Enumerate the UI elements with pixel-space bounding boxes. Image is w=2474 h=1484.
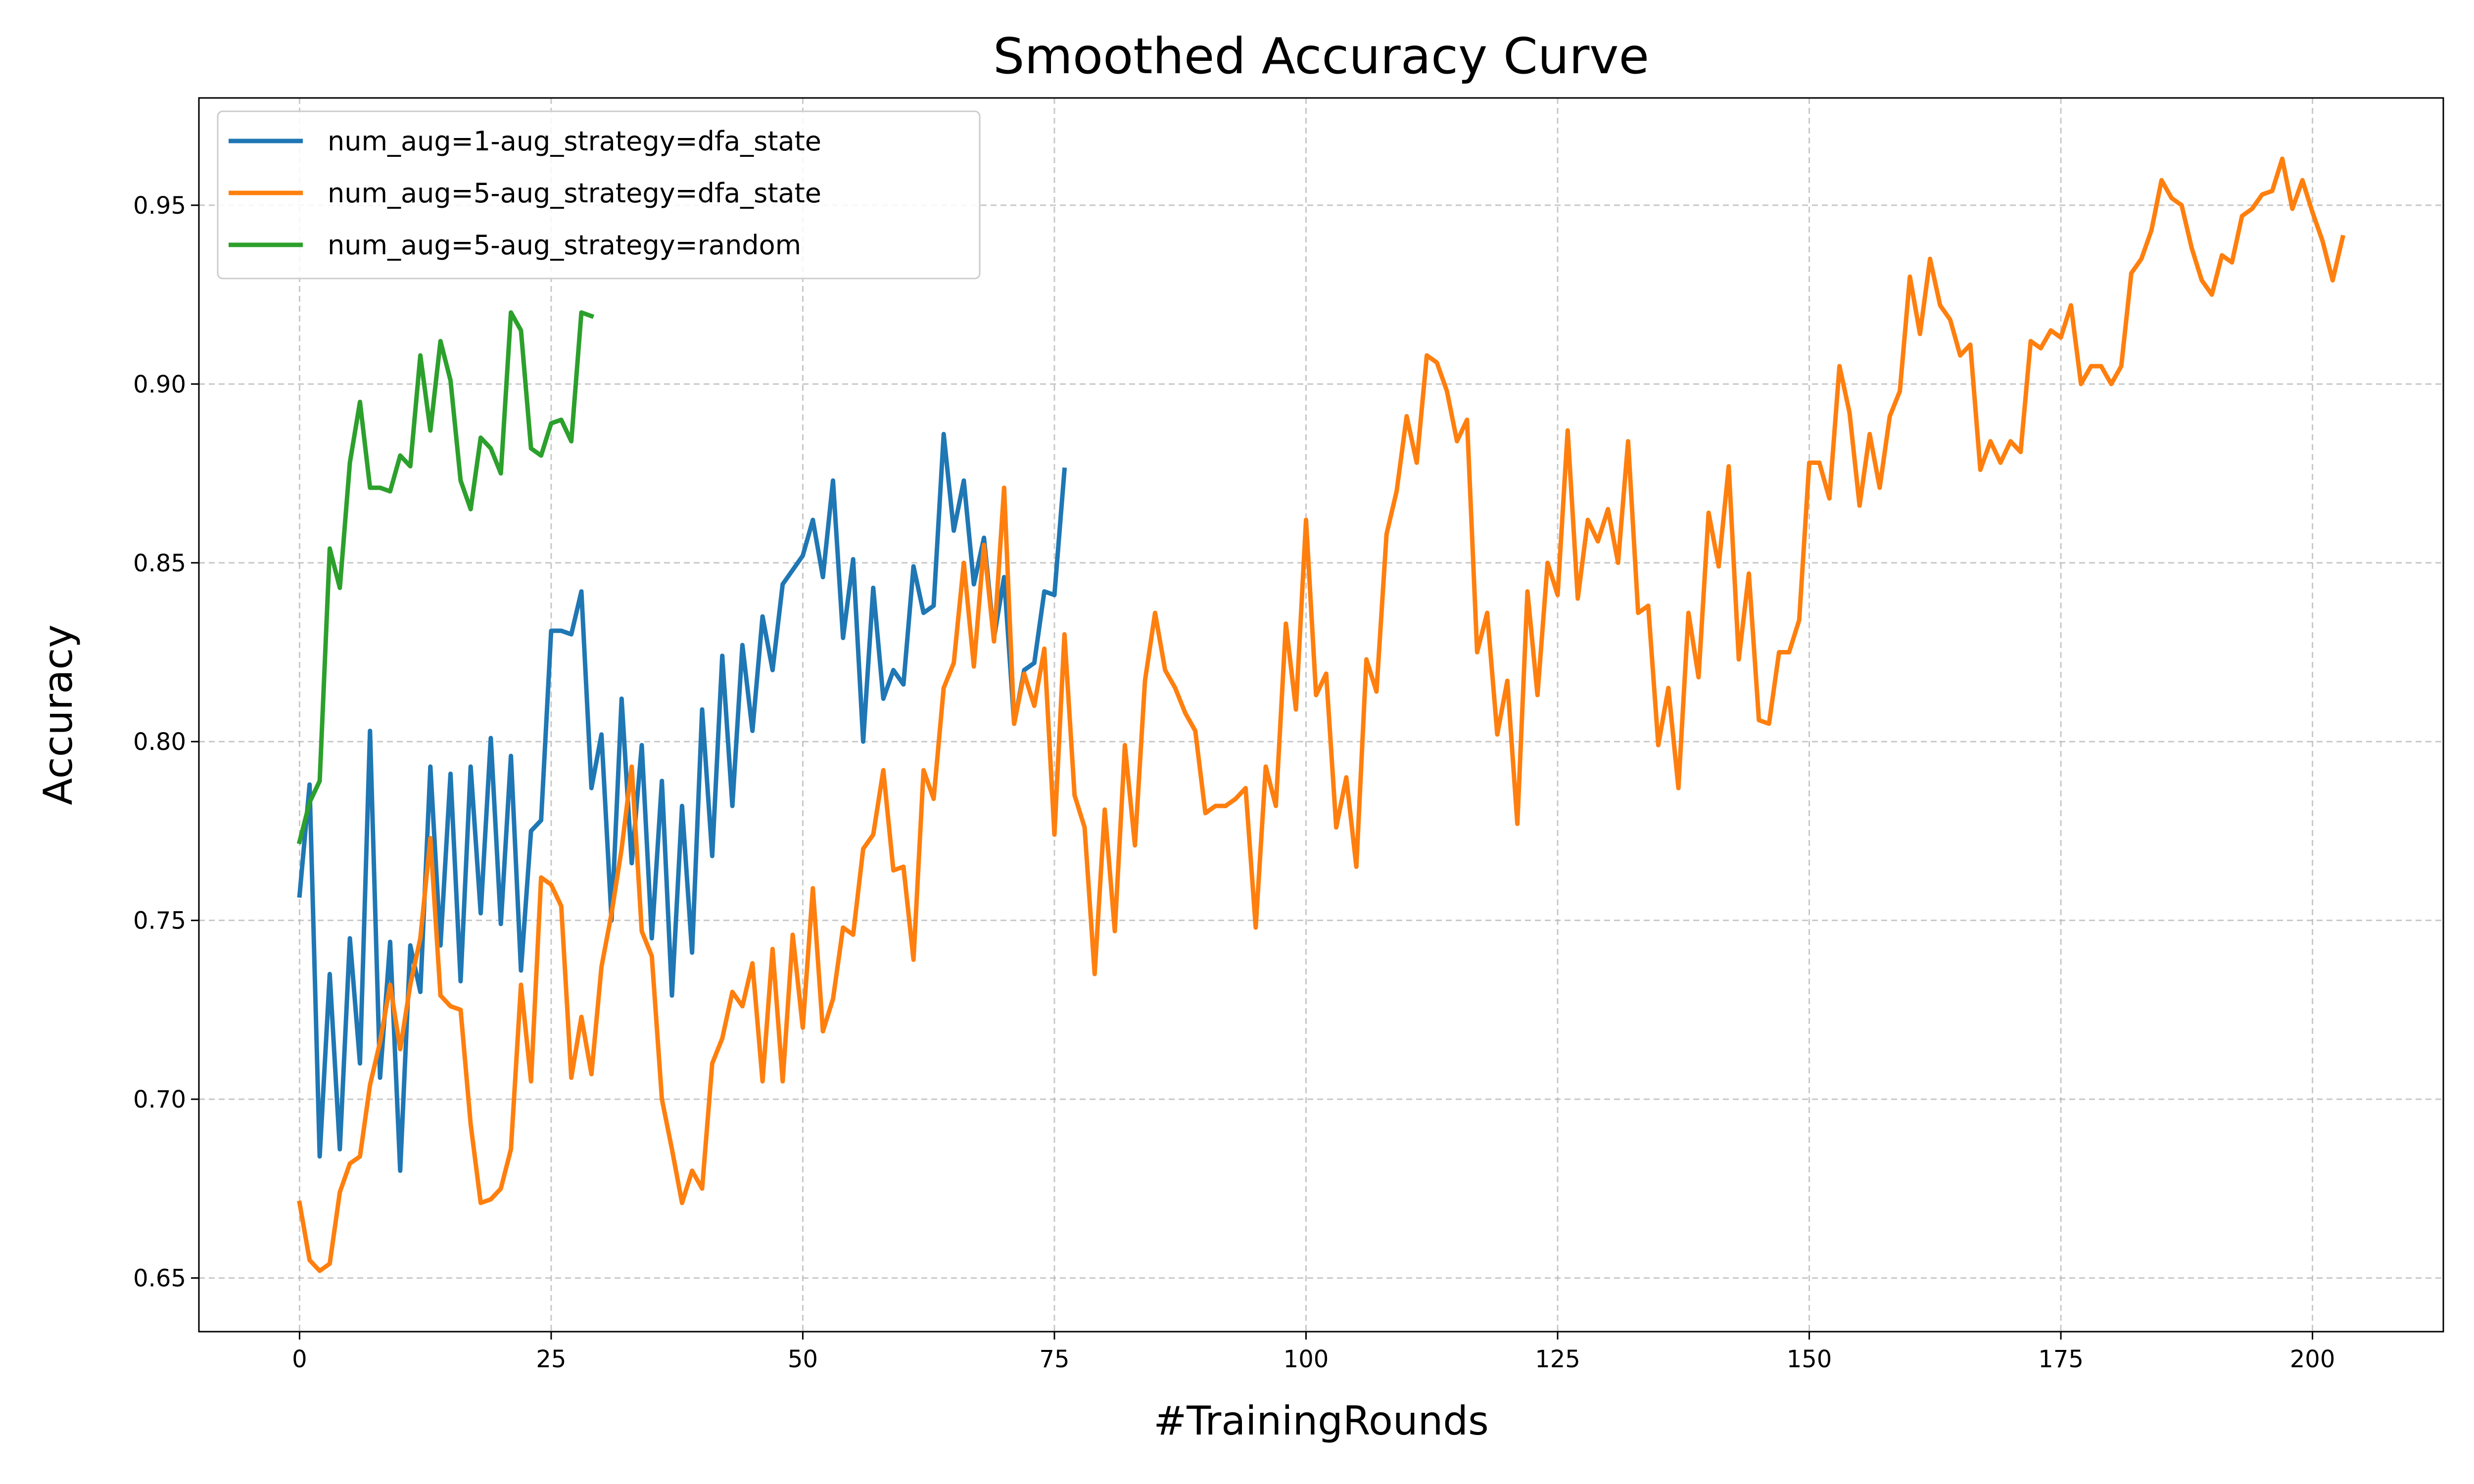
y-axis-title: Accuracy (35, 624, 81, 805)
series-line-1 (297, 432, 1067, 1173)
x-tick-label: 200 (2290, 1345, 2335, 1373)
x-tick-label: 150 (1787, 1345, 1832, 1373)
y-tick-label: 0.65 (133, 1265, 186, 1293)
x-axis-title: #TrainingRounds (1153, 1398, 1489, 1444)
x-tick-label: 50 (788, 1345, 818, 1373)
legend-entry: num_aug=1-aug_strategy=dfa_state (229, 126, 821, 157)
y-tick-label: 0.75 (133, 907, 186, 935)
legend-entry: num_aug=5-aug_strategy=dfa_state (229, 178, 821, 209)
series-line-3 (296, 310, 595, 845)
x-tick-label: 175 (2038, 1345, 2084, 1373)
series-lines (296, 156, 2346, 1273)
x-tick-label: 125 (1535, 1345, 1580, 1373)
legend-label: num_aug=5-aug_strategy=dfa_state (328, 178, 821, 209)
series-line-2 (297, 156, 2346, 1273)
plot-frame (198, 97, 2444, 1333)
legend-box (217, 110, 981, 279)
x-axis-ticks: 0 25 50 75 100 125 150 175 200 (292, 1332, 2335, 1373)
y-tick-label: 0.95 (133, 192, 186, 220)
y-tick-label: 0.90 (133, 371, 186, 398)
x-tick-label: 75 (1039, 1345, 1069, 1373)
legend-entry: num_aug=5-aug_strategy=random (229, 230, 801, 261)
y-tick-label: 0.70 (133, 1086, 186, 1113)
legend: num_aug=1-aug_strategy=dfa_state num_aug… (217, 110, 981, 279)
y-tick-label: 0.80 (133, 728, 186, 756)
grid-lines (199, 98, 2443, 1332)
legend-label: num_aug=1-aug_strategy=dfa_state (328, 126, 821, 157)
x-tick-label: 100 (1284, 1345, 1329, 1373)
legend-label: num_aug=5-aug_strategy=random (328, 230, 801, 261)
chart-title: Smoothed Accuracy Curve (993, 27, 1649, 85)
x-tick-label: 25 (536, 1345, 566, 1373)
y-tick-label: 0.85 (133, 550, 186, 577)
x-tick-label: 0 (292, 1345, 307, 1373)
y-axis-ticks: 0.65 0.70 0.75 0.80 0.85 0.90 0.95 (133, 192, 199, 1293)
